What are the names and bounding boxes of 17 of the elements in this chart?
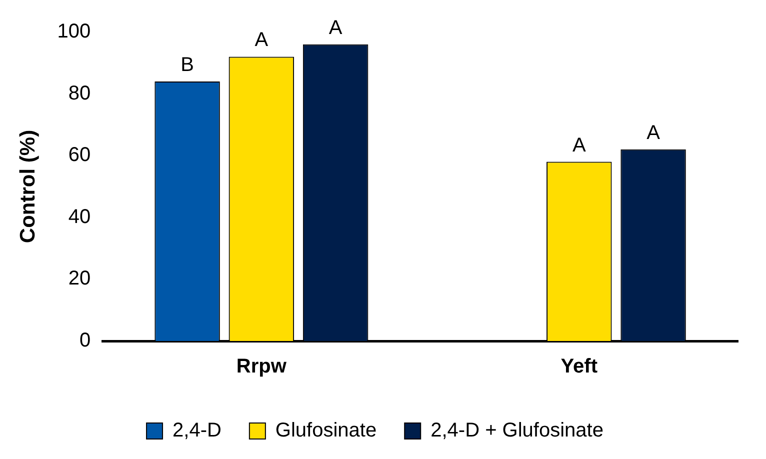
x-tick-label: Yeft: [560, 356, 598, 378]
legend-label: 2,4-D: [172, 420, 222, 442]
data-label: A: [646, 122, 661, 144]
data-label: A: [328, 16, 343, 39]
x-tick-label: Rrpw: [236, 356, 287, 378]
legend-label: Glufosinate: [275, 420, 377, 442]
y-tick-label: 40: [68, 206, 91, 228]
y-tick-label: 100: [57, 20, 91, 43]
data-label: A: [572, 134, 586, 156]
y-tick-label: 80: [68, 82, 91, 104]
data-label: A: [254, 29, 269, 52]
y-axis-title: Control (%): [16, 130, 40, 244]
y-tick-label: 60: [68, 144, 91, 166]
y-tick-label: 0: [79, 330, 91, 352]
data-label: B: [180, 54, 194, 76]
y-tick-label: 20: [68, 268, 91, 290]
legend-label: 2,4-D + Glufosinate: [430, 420, 604, 442]
